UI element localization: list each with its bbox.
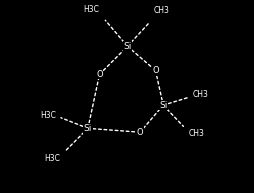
Text: CH3: CH3 <box>192 90 208 99</box>
Text: O: O <box>96 70 102 79</box>
Text: Si: Si <box>83 124 92 133</box>
Text: H3C: H3C <box>40 111 56 120</box>
Text: Si: Si <box>158 101 167 110</box>
Text: H3C: H3C <box>44 154 60 163</box>
Text: O: O <box>152 66 158 75</box>
Text: H3C: H3C <box>83 5 99 14</box>
Text: CH3: CH3 <box>153 6 169 15</box>
Text: Si: Si <box>123 42 131 51</box>
Text: CH3: CH3 <box>187 129 203 138</box>
Text: O: O <box>136 128 143 137</box>
